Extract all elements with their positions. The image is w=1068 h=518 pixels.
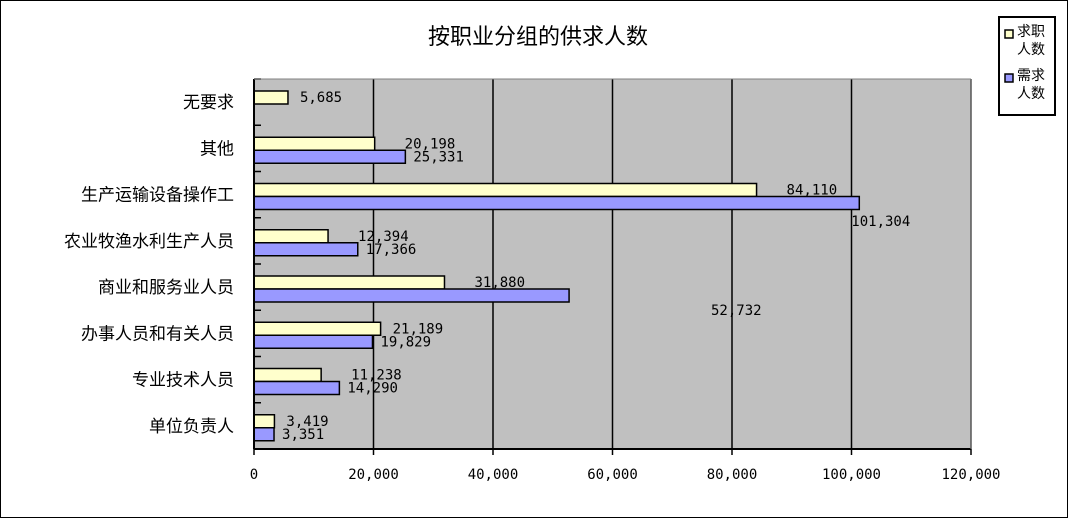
data-label: 31,880: [474, 275, 525, 291]
legend-swatch-demand: [1004, 73, 1014, 83]
category-label: 其他: [200, 139, 234, 159]
category-label: 单位负责人: [149, 417, 234, 437]
data-label: 17,366: [366, 242, 417, 258]
data-label: 11,238: [351, 368, 402, 384]
category-label: 无要求: [183, 93, 234, 113]
bar-supply: [253, 275, 446, 290]
data-label: 14,290: [347, 381, 398, 397]
data-label: 3,419: [286, 414, 328, 430]
category-label: 专业技术人员: [132, 371, 234, 391]
legend-label-demand: 需求人数: [1017, 68, 1045, 102]
data-label: 12,394: [358, 229, 409, 245]
x-tick-label: 100,000: [822, 467, 881, 483]
data-label: 84,110: [787, 183, 838, 199]
data-label: 3,351: [282, 427, 324, 443]
x-tick-label: 80,000: [707, 467, 758, 483]
data-label: 5,685: [300, 90, 342, 106]
x-tick-label: 20,000: [348, 467, 399, 483]
bar-supply: [253, 414, 276, 429]
bar-supply: [253, 229, 329, 244]
chart-title: 按职业分组的供求人数: [428, 25, 648, 50]
category-label: 农业牧渔水利生产人员: [64, 232, 234, 252]
bar-demand: [253, 427, 275, 442]
legend: 求职人数 需求人数: [998, 16, 1056, 116]
bar-supply: [253, 182, 758, 198]
data-label: 21,189: [393, 321, 444, 337]
legend-label-supply: 求职人数: [1017, 24, 1045, 58]
category-label: 商业和服务业人员: [98, 278, 234, 298]
x-tick-label: 60,000: [587, 467, 638, 483]
bar-supply: [253, 136, 376, 151]
category-label: 生产运输设备操作工: [81, 186, 234, 206]
x-tick-label: 0: [250, 467, 258, 483]
x-tick-label: 40,000: [468, 467, 519, 483]
data-label: 52,732: [711, 303, 762, 319]
legend-swatch-supply: [1004, 29, 1014, 39]
category-label: 办事人员和有关人员: [81, 324, 234, 344]
bar-demand: [253, 334, 374, 349]
data-label: 101,304: [851, 214, 910, 230]
bar-demand: [253, 380, 341, 396]
bar-demand: [253, 242, 359, 257]
legend-label-wrap: 求职人数: [1017, 24, 1045, 58]
legend-label-wrap: 需求人数: [1017, 68, 1045, 102]
bar-supply: [253, 90, 289, 105]
bar-supply: [253, 321, 382, 336]
bar-demand: [253, 149, 407, 164]
data-label: 25,331: [413, 149, 464, 165]
bar-supply: [253, 367, 322, 383]
x-tick-label: 120,000: [941, 467, 1000, 483]
plot-area: 0 20,000 40,000 60,000 80,000 100,000 120,000 单…: [64, 78, 1001, 483]
data-label: 20,198: [405, 136, 456, 152]
bar-demand: [253, 195, 861, 211]
data-label: 19,829: [380, 334, 431, 350]
